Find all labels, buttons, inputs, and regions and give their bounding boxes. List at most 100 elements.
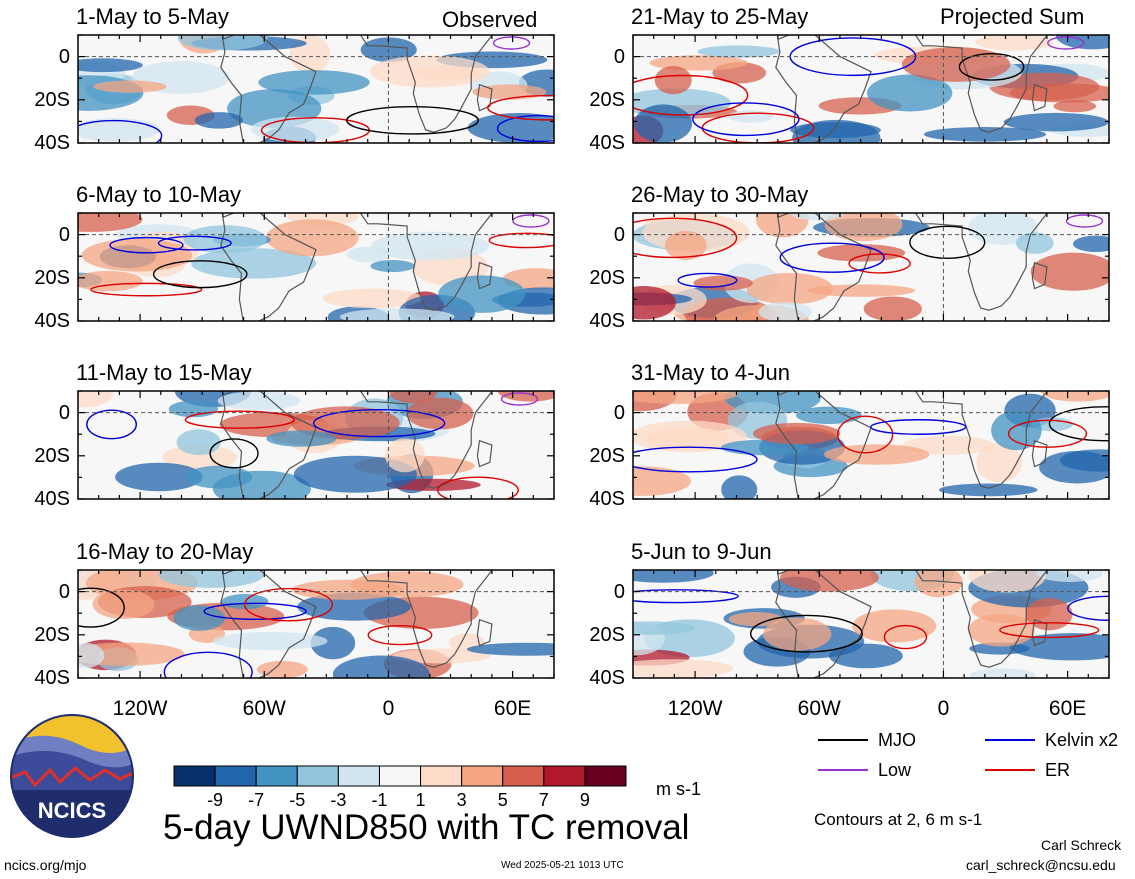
- anomaly-shading: [633, 570, 714, 583]
- legend-kelvin-label: Kelvin x2: [1045, 730, 1119, 750]
- ncics-logo: NCICS: [10, 714, 134, 838]
- panel-field-8: [633, 570, 1109, 678]
- anomaly-shading: [81, 238, 193, 272]
- anomaly-shading: [755, 213, 809, 238]
- anomaly-shading: [746, 272, 834, 305]
- website: ncics.org/mjo: [4, 857, 87, 873]
- legend-low-label: Low: [878, 760, 912, 780]
- anomaly-shading: [823, 444, 930, 465]
- anomaly-shading: [664, 230, 707, 260]
- colorbar-segment: [378, 765, 422, 787]
- anomaly-shading: [258, 70, 370, 95]
- y-tick-label: 0: [58, 401, 70, 424]
- panel-field-4: [78, 570, 554, 678]
- anomaly-shading: [633, 391, 739, 404]
- anomaly-shading: [728, 612, 784, 627]
- mjo-contour: [909, 225, 986, 260]
- anomaly-shading: [721, 475, 758, 499]
- anomaly-shading: [177, 35, 268, 51]
- anomaly-shading: [779, 570, 879, 592]
- south-america-coastline: [220, 391, 317, 499]
- contour-note: Contours at 2, 6 m s-1: [814, 810, 983, 829]
- south-america-coastline: [775, 213, 872, 321]
- y-tick-label: 40S: [34, 132, 70, 154]
- er-contour: [487, 94, 554, 121]
- low-contour: [1065, 214, 1104, 228]
- timestamp: Wed 2025-05-21 1013 UTC: [501, 860, 624, 871]
- anomaly-shading: [256, 660, 308, 678]
- anomaly-shading: [78, 642, 185, 666]
- anomaly-shading: [78, 391, 113, 408]
- low-contour: [1047, 36, 1085, 50]
- legend-mjo-label: MJO: [878, 730, 916, 750]
- panel-field-6: [633, 213, 1109, 321]
- south-america-coastline: [775, 35, 872, 143]
- anomaly-shading: [346, 246, 391, 263]
- colorbar-segment: [543, 765, 586, 787]
- anomaly-shading: [633, 466, 691, 496]
- er-contour: [184, 410, 295, 429]
- colorbar-tick-label: -1: [371, 790, 388, 810]
- madagascar-coastline: [476, 439, 493, 468]
- y-tick-label: 0: [58, 580, 70, 603]
- panel-frame: [77, 34, 555, 144]
- anomaly-shading: [93, 80, 167, 93]
- anomaly-shading: [293, 455, 417, 493]
- anomaly-shading: [310, 626, 356, 660]
- logo-text: NCICS: [38, 798, 106, 823]
- colorbar-tick-label: 5: [497, 790, 508, 810]
- panel-frame: [77, 212, 555, 322]
- er-contour: [837, 415, 894, 454]
- anomaly-shading: [902, 435, 995, 455]
- y-tick-label: 40S: [34, 667, 70, 689]
- colorbar-tick-label: 9: [579, 790, 590, 810]
- y-tick-label: 40S: [34, 488, 70, 510]
- y-tick-label: 0: [613, 45, 625, 68]
- anomaly-shading: [466, 642, 554, 656]
- kelvin-contour: [496, 114, 554, 143]
- madagascar-coastline: [476, 83, 493, 112]
- kelvin-contour: [86, 409, 138, 440]
- anomaly-shading: [290, 406, 400, 440]
- y-tick-label: 40S: [34, 310, 70, 332]
- anomaly-shading: [824, 213, 903, 242]
- y-tick-label: 40S: [589, 667, 625, 689]
- observed-label: Observed: [442, 7, 538, 32]
- panel-title-1: 1-May to 5-May: [76, 4, 229, 29]
- y-tick-label: 20S: [589, 623, 625, 646]
- anomaly-shading: [369, 55, 490, 88]
- anomaly-shading: [467, 112, 554, 143]
- kelvin-contour: [109, 236, 184, 254]
- colorbar-tick-label: -9: [207, 790, 224, 810]
- anomaly-shading: [852, 609, 937, 643]
- anomaly-shading: [1003, 112, 1109, 132]
- colorbar-tick-label: -5: [289, 790, 306, 810]
- colorbar-segment: [502, 765, 545, 787]
- anomaly-shading: [863, 296, 922, 321]
- anomaly-shading: [322, 288, 423, 309]
- author: Carl Schreck: [1041, 837, 1122, 853]
- figure-title: 5-day UWND850 with TC removal: [163, 808, 690, 847]
- anomaly-shading: [1053, 100, 1097, 113]
- y-tick-label: 20S: [34, 623, 70, 646]
- anomaly-shading: [633, 286, 676, 320]
- anomaly-shading: [438, 275, 526, 313]
- colorbar-tick-label: -7: [248, 790, 265, 810]
- anomaly-shading: [78, 642, 105, 669]
- panel-title-6: 26-May to 30-May: [631, 182, 809, 207]
- colorbar-segment: [337, 765, 380, 787]
- south-america-coastline: [775, 391, 872, 499]
- kelvin-contour: [779, 242, 885, 273]
- anomaly-shading: [406, 397, 474, 430]
- legend-er-label: ER: [1045, 760, 1071, 780]
- anomaly-shading: [758, 301, 812, 321]
- south-america-coastline: [220, 213, 317, 321]
- y-tick-label: 40S: [589, 488, 625, 510]
- anomaly-shading: [194, 112, 244, 129]
- y-tick-label: 0: [613, 580, 625, 603]
- panel-title-7: 31-May to 4-Jun: [631, 360, 790, 385]
- panel-frame: [77, 390, 555, 500]
- er-contour: [848, 253, 911, 274]
- er-contour: [437, 476, 519, 499]
- anomaly-shading: [795, 406, 862, 424]
